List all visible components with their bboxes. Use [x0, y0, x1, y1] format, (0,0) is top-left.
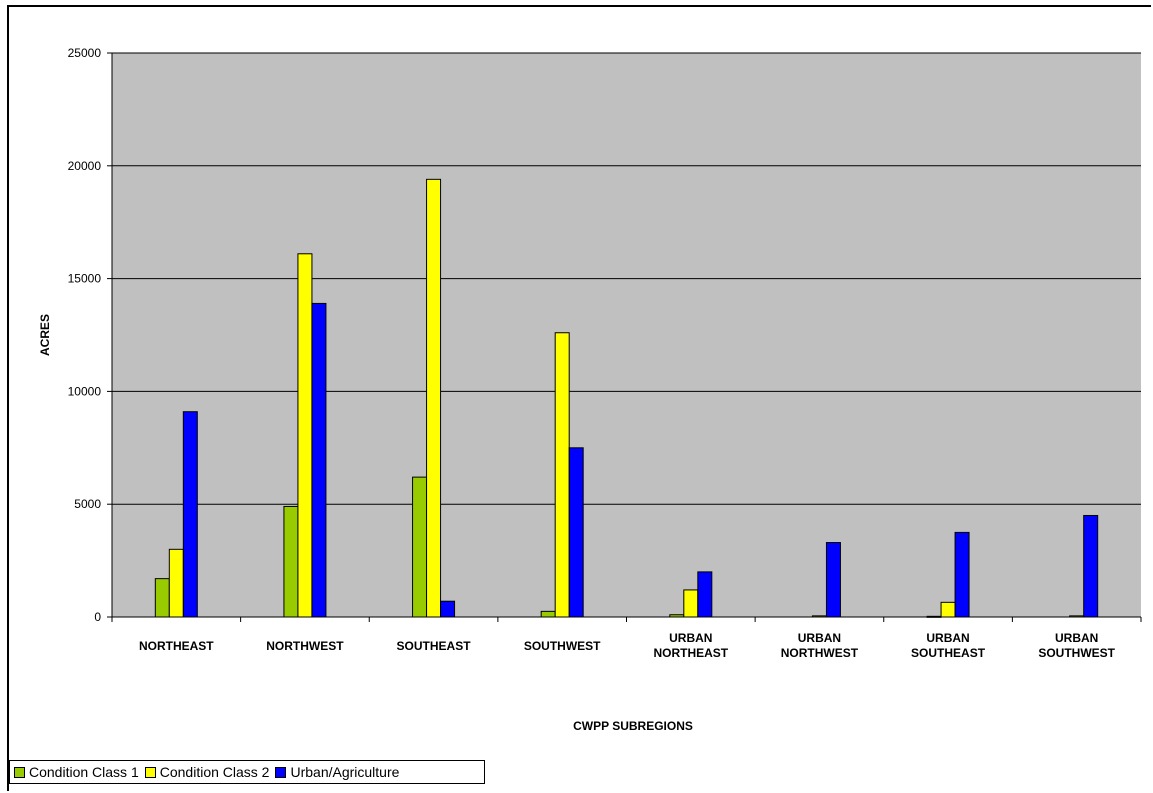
x-tick-label-line: SOUTHWEST — [524, 639, 601, 653]
legend-item-condition-class-2: Condition Class 2 — [144, 764, 270, 780]
x-tick-label-line: URBAN — [669, 631, 712, 645]
x-tick-label: URBAN NORTHEAST — [653, 631, 728, 660]
chart-frame — [7, 5, 1151, 791]
bar — [440, 600, 456, 618]
legend-item-condition-class-1: Condition Class 1 — [14, 764, 139, 780]
x-tick-label-line: NORTHWEST — [781, 646, 859, 660]
bar — [283, 505, 299, 618]
legend-swatch — [275, 766, 287, 778]
x-tick-label-line: URBAN — [926, 631, 969, 645]
bar — [811, 615, 827, 618]
x-tick-label-line: NORTHWEST — [266, 639, 344, 653]
bar — [825, 542, 841, 618]
bar — [1083, 514, 1099, 618]
y-tick-label: 20000 — [68, 159, 102, 173]
x-tick-label-line: SOUTHEAST — [911, 646, 986, 660]
legend-swatch — [14, 766, 25, 778]
y-axis-title: ACRES — [38, 314, 52, 356]
bar — [669, 614, 685, 618]
bar — [554, 332, 570, 618]
y-tick-label: 5000 — [74, 497, 101, 511]
bar — [926, 615, 942, 618]
x-tick-label-line: SOUTHEAST — [397, 639, 472, 653]
y-tick-label: 15000 — [68, 272, 102, 286]
bar — [697, 571, 713, 618]
bar — [683, 589, 699, 618]
bar — [1069, 615, 1085, 618]
legend-item-urban-agriculture: Urban/Agriculture — [275, 764, 399, 780]
y-tick-label: 0 — [94, 610, 101, 624]
x-tick-label: URBAN NORTHWEST — [781, 631, 859, 660]
bar — [568, 447, 584, 618]
y-tick-label: 10000 — [68, 384, 102, 398]
legend-label: Condition Class 1 — [29, 764, 139, 780]
x-tick-label-line: URBAN — [798, 631, 841, 645]
bar — [182, 411, 198, 618]
x-tick-label-line: SOUTHWEST — [1038, 646, 1115, 660]
x-tick-label: SOUTHEAST — [397, 639, 472, 653]
bar — [297, 253, 313, 618]
x-tick-label: NORTHEAST — [139, 639, 214, 653]
x-tick-label-line: NORTHEAST — [653, 646, 728, 660]
bar — [412, 476, 428, 618]
plot-area — [112, 53, 1141, 617]
x-tick-label-line: NORTHEAST — [139, 639, 214, 653]
legend-label: Urban/Agriculture — [290, 764, 400, 780]
x-tick-label: URBAN SOUTHEAST — [911, 631, 986, 660]
x-tick-label: SOUTHWEST — [524, 639, 601, 653]
legend: Condition Class 1 Condition Class 2 Urba… — [9, 760, 485, 784]
bar — [154, 578, 170, 618]
legend-swatch — [144, 766, 156, 778]
x-axis-title: CWPP SUBREGIONS — [573, 719, 693, 733]
x-tick-label-line: URBAN — [1055, 631, 1098, 645]
legend-label: Condition Class 2 — [159, 764, 270, 780]
x-tick-label: NORTHWEST — [266, 639, 344, 653]
y-tick-label: 25000 — [68, 46, 102, 60]
bar — [540, 610, 556, 618]
bar — [311, 302, 327, 618]
bar — [940, 601, 956, 618]
x-tick-label: URBAN SOUTHWEST — [1038, 631, 1115, 660]
bar — [426, 178, 442, 618]
bar — [168, 548, 184, 618]
bar — [954, 531, 970, 618]
